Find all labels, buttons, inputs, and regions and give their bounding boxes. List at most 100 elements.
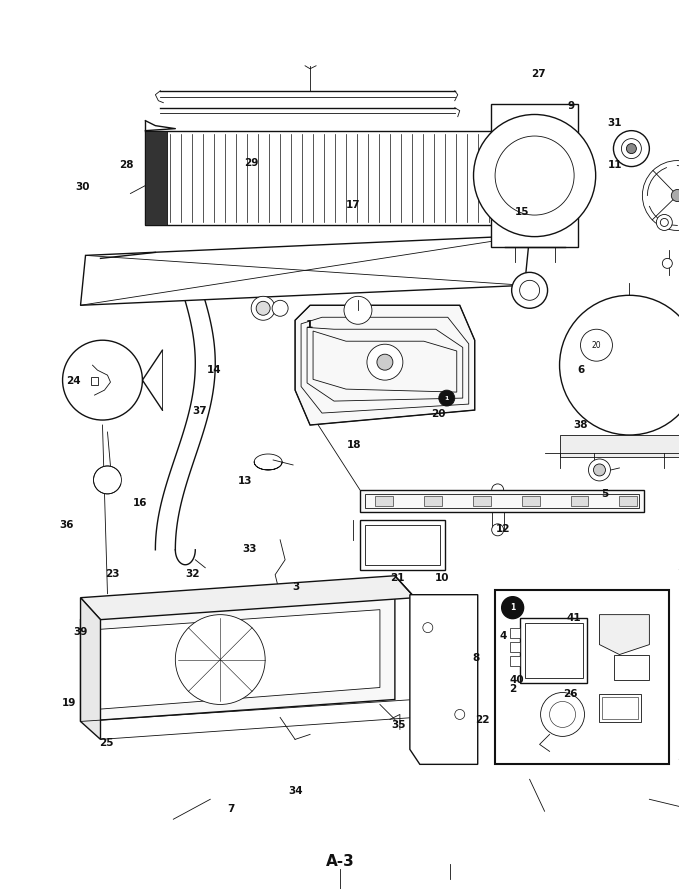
Bar bbox=[494, 590, 669, 765]
Circle shape bbox=[256, 302, 270, 315]
Circle shape bbox=[626, 143, 636, 154]
Text: 25: 25 bbox=[99, 738, 113, 748]
Circle shape bbox=[175, 615, 265, 705]
Bar bbox=[560, 435, 680, 457]
Circle shape bbox=[541, 692, 585, 736]
Bar bbox=[571, 496, 588, 506]
Bar bbox=[492, 490, 504, 530]
Polygon shape bbox=[600, 615, 649, 654]
Text: 37: 37 bbox=[192, 406, 207, 417]
Circle shape bbox=[581, 329, 613, 361]
Circle shape bbox=[492, 484, 504, 496]
Text: 33: 33 bbox=[243, 544, 257, 554]
Circle shape bbox=[656, 214, 673, 231]
Circle shape bbox=[377, 354, 393, 370]
Bar bbox=[365, 494, 639, 508]
Circle shape bbox=[622, 139, 641, 158]
Text: 14: 14 bbox=[207, 365, 222, 375]
Text: 15: 15 bbox=[515, 207, 529, 217]
Text: 13: 13 bbox=[238, 475, 252, 486]
Circle shape bbox=[671, 190, 680, 201]
Polygon shape bbox=[80, 236, 530, 305]
Bar bbox=[492, 104, 578, 247]
Bar bbox=[360, 490, 645, 512]
Text: 8: 8 bbox=[472, 653, 479, 663]
Circle shape bbox=[492, 524, 504, 536]
Text: 7: 7 bbox=[228, 805, 235, 814]
Text: 36: 36 bbox=[59, 520, 73, 530]
Circle shape bbox=[94, 466, 122, 494]
Circle shape bbox=[423, 623, 432, 633]
Bar bbox=[600, 694, 641, 723]
Circle shape bbox=[272, 300, 288, 316]
Text: 41: 41 bbox=[567, 613, 581, 623]
Bar bbox=[619, 496, 637, 506]
Circle shape bbox=[367, 344, 403, 380]
Bar bbox=[90, 377, 99, 385]
Circle shape bbox=[344, 296, 372, 324]
Polygon shape bbox=[80, 598, 395, 722]
Text: 1: 1 bbox=[510, 603, 515, 612]
Bar bbox=[360, 520, 445, 570]
Text: 31: 31 bbox=[608, 117, 622, 127]
Circle shape bbox=[613, 131, 649, 166]
Bar bbox=[525, 623, 583, 677]
Polygon shape bbox=[80, 576, 415, 619]
Bar bbox=[146, 131, 167, 225]
Circle shape bbox=[520, 280, 540, 300]
Bar bbox=[509, 627, 520, 637]
Text: 2: 2 bbox=[509, 684, 517, 694]
Text: 12: 12 bbox=[496, 524, 510, 534]
Circle shape bbox=[660, 218, 668, 226]
Text: 38: 38 bbox=[573, 420, 588, 431]
Circle shape bbox=[495, 136, 574, 215]
Circle shape bbox=[549, 701, 575, 727]
Text: 19: 19 bbox=[61, 698, 75, 708]
Polygon shape bbox=[295, 305, 475, 425]
Polygon shape bbox=[410, 595, 478, 765]
Text: 24: 24 bbox=[66, 376, 81, 386]
Text: 9: 9 bbox=[567, 101, 575, 110]
Bar bbox=[509, 656, 520, 666]
Bar bbox=[375, 496, 393, 506]
Text: 28: 28 bbox=[119, 160, 133, 170]
Text: 16: 16 bbox=[133, 498, 147, 507]
Text: 20: 20 bbox=[592, 341, 601, 350]
Text: 30: 30 bbox=[75, 182, 89, 192]
Bar bbox=[522, 496, 540, 506]
Text: 29: 29 bbox=[245, 158, 259, 167]
Text: 3: 3 bbox=[292, 582, 299, 592]
Text: 11: 11 bbox=[608, 160, 622, 170]
Bar bbox=[473, 496, 491, 506]
Text: 17: 17 bbox=[346, 200, 361, 210]
Circle shape bbox=[273, 591, 285, 603]
Text: A-3: A-3 bbox=[326, 854, 354, 869]
Circle shape bbox=[588, 459, 611, 481]
Text: 1: 1 bbox=[445, 395, 449, 401]
Circle shape bbox=[439, 390, 455, 406]
Text: 18: 18 bbox=[346, 440, 361, 450]
Bar bbox=[615, 654, 649, 680]
Circle shape bbox=[594, 464, 605, 476]
Bar bbox=[520, 618, 588, 683]
Circle shape bbox=[473, 115, 596, 237]
Circle shape bbox=[502, 596, 524, 619]
Circle shape bbox=[662, 258, 673, 269]
Bar bbox=[509, 642, 520, 651]
Text: 39: 39 bbox=[73, 627, 88, 636]
Text: 27: 27 bbox=[532, 69, 546, 78]
Bar bbox=[146, 131, 505, 225]
Text: 20: 20 bbox=[431, 409, 445, 419]
Circle shape bbox=[511, 272, 547, 308]
Text: 32: 32 bbox=[185, 569, 199, 578]
Text: 6: 6 bbox=[577, 365, 585, 375]
Text: 22: 22 bbox=[475, 716, 490, 725]
Text: 23: 23 bbox=[105, 569, 120, 578]
Text: 10: 10 bbox=[435, 573, 449, 583]
Bar bbox=[365, 525, 440, 565]
Text: 21: 21 bbox=[390, 573, 405, 583]
Text: 35: 35 bbox=[392, 720, 406, 730]
Circle shape bbox=[455, 709, 464, 719]
Text: 4: 4 bbox=[499, 631, 507, 641]
Text: 26: 26 bbox=[564, 689, 578, 699]
